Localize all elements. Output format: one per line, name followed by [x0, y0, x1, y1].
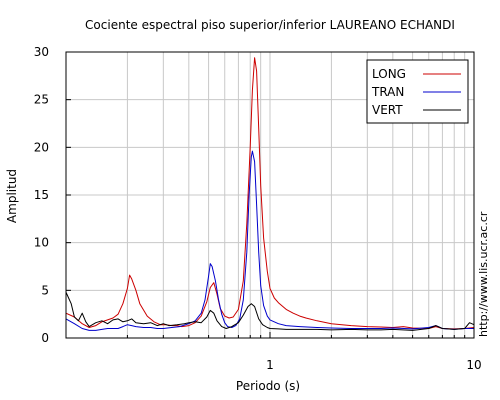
y-tick-label: 0 [41, 331, 49, 345]
x-tick-label: 1 [266, 358, 274, 372]
credit-url: http://www.lis.ucr.ac.cr [477, 211, 490, 337]
series-line-long [66, 57, 474, 330]
legend-label-long: LONG [372, 67, 406, 81]
axis-ticks [66, 51, 466, 339]
y-tick-label: 20 [34, 140, 49, 154]
y-axis-title: Amplitud [5, 169, 19, 223]
y-tick-labels: 0 5 10 15 20 25 30 [34, 45, 49, 345]
legend: LONG TRAN VERT [366, 59, 469, 124]
series-line-vert [66, 291, 474, 331]
chart-title: Cociente espectral piso superior/inferio… [85, 18, 455, 32]
x-tick-labels: 1 10 [266, 358, 481, 372]
y-tick-label: 30 [34, 45, 49, 59]
x-tick-label: 10 [466, 358, 481, 372]
legend-label-vert: VERT [372, 103, 403, 117]
y-tick-label: 15 [34, 188, 49, 202]
legend-label-tran: TRAN [371, 85, 404, 99]
y-tick-label: 5 [41, 283, 49, 297]
y-tick-label: 10 [34, 236, 49, 250]
x-axis-title: Periodo (s) [236, 379, 300, 393]
series-layer [66, 57, 474, 331]
y-tick-label: 25 [34, 93, 49, 107]
